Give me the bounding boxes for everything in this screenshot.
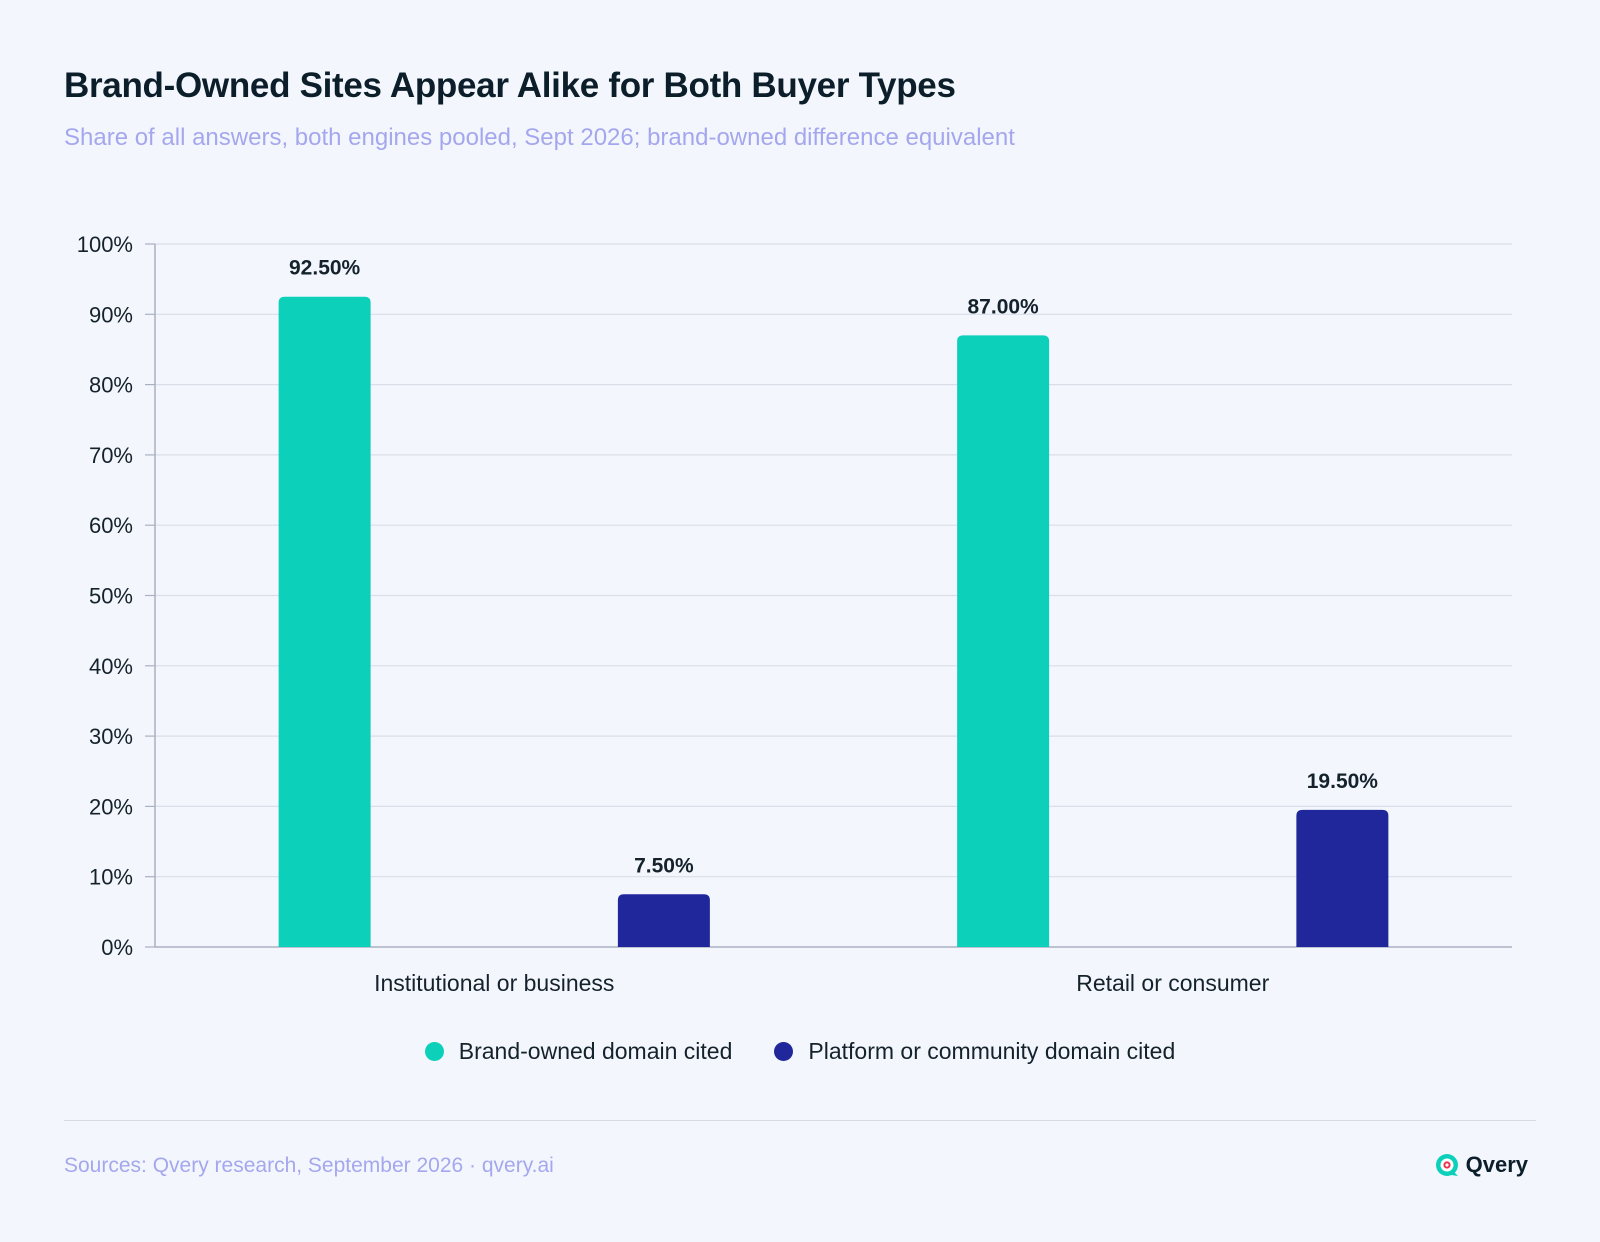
y-tick-label: 30% (89, 724, 133, 749)
bar-value-label: 19.50% (1307, 770, 1379, 793)
legend-swatch-brand-owned (424, 1042, 444, 1061)
footer-divider (64, 1120, 1536, 1121)
chart-title: Brand-Owned Sites Appear Alike for Both … (64, 66, 956, 105)
bar-value-label: 7.50% (634, 854, 694, 877)
y-tick-label: 0% (101, 935, 133, 960)
y-tick-label: 10% (89, 865, 133, 890)
y-tick-label: 100% (77, 232, 133, 257)
bar (1296, 809, 1389, 947)
bar-value-label: 87.00% (968, 295, 1040, 318)
y-tick-label: 70% (89, 443, 133, 468)
y-tick-label: 50% (89, 584, 133, 609)
legend-swatch-platform (774, 1042, 794, 1061)
legend: Brand-owned domain cited Platform or com… (0, 1038, 1600, 1065)
x-category-label: Institutional or business (374, 970, 614, 996)
bar-chart: 0% 10% 20% 30% 40% 50% 60% 70% 80% 90% 100% 92.50% 7… (77, 232, 1512, 996)
y-tick-label: 90% (89, 302, 133, 327)
brand-name: Qvery (1465, 1152, 1528, 1177)
bar-value-label: 92.50% (289, 257, 361, 280)
y-tick-label: 80% (89, 373, 133, 398)
x-category-label: Retail or consumer (1076, 970, 1269, 996)
legend-label-platform: Platform or community domain cited (808, 1038, 1176, 1064)
bar (957, 335, 1050, 947)
brand-mark: Qvery (1434, 1152, 1528, 1178)
bar (278, 296, 371, 948)
y-tick-label: 20% (89, 794, 133, 819)
qvery-logo-icon (1435, 1154, 1458, 1176)
legend-item-platform: Platform or community domain cited (774, 1038, 1175, 1065)
footer-source: Sources: Qvery research, September 2026 … (64, 1154, 554, 1177)
bar (617, 894, 710, 947)
y-tick-label: 40% (89, 654, 133, 679)
legend-label-brand-owned: Brand-owned domain cited (458, 1038, 733, 1064)
chart-subtitle: Share of all answers, both engines poole… (64, 124, 1015, 151)
legend-item-brand-owned: Brand-owned domain cited (424, 1038, 733, 1065)
y-tick-label: 60% (89, 513, 133, 538)
